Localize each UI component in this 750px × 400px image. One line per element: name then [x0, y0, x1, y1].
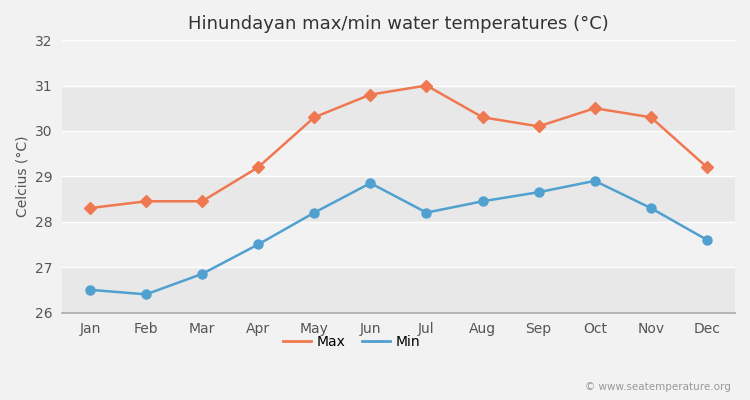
Bar: [62, 131, 735, 176]
Legend: Max, Min: Max, Min: [278, 330, 425, 354]
Title: Hinundayan max/min water temperatures (°C): Hinundayan max/min water temperatures (°…: [188, 15, 609, 33]
Bar: [62, 86, 735, 131]
Bar: [62, 222, 735, 267]
Bar: [62, 40, 735, 86]
Text: © www.seatemperature.org: © www.seatemperature.org: [585, 382, 731, 392]
Bar: [62, 267, 735, 312]
Bar: [62, 176, 735, 222]
Y-axis label: Celcius (°C): Celcius (°C): [15, 136, 29, 217]
